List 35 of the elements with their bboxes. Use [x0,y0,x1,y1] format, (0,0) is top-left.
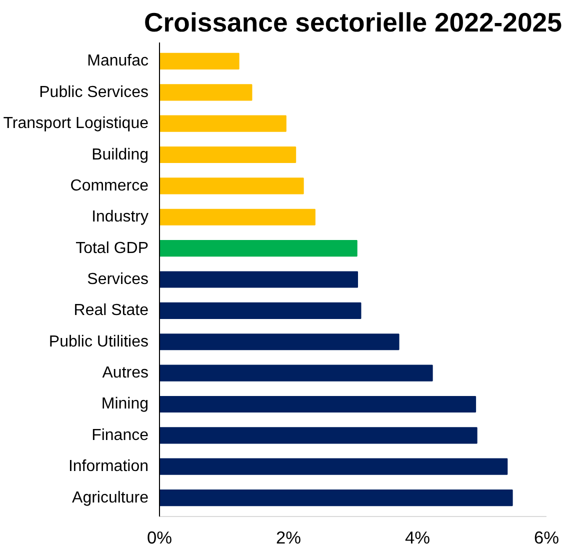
y-tick-label: Commerce [70,177,149,194]
bar [160,178,304,194]
y-tick-label: Public Services [39,84,148,101]
bar [160,84,252,101]
y-tick-label: Public Utilities [48,333,149,350]
bar [160,115,286,132]
y-tick-label: Industry [92,208,149,226]
bar [160,396,476,413]
y-tick-label: Autres [102,364,149,382]
bar [160,208,316,226]
x-tick-label: 4% [404,528,430,548]
bar [160,334,400,350]
y-tick-label: Total GDP [76,240,149,257]
y-tick-label: Information [68,458,149,476]
y-tick-label: Manufac [87,52,149,70]
bar [160,240,358,257]
bar [160,271,358,288]
y-tick-label: Building [92,146,149,164]
y-tick-label: Finance [92,426,149,444]
x-tick-label: 6% [534,528,560,548]
y-tick-label: Mining [101,396,149,413]
bar [160,52,240,70]
bar [160,146,296,164]
chart-title: Croissance sectorielle 2022-2025 [144,8,562,38]
x-tick-label: 0% [146,528,172,548]
y-tick-label: Agriculture [72,489,149,506]
bar [160,364,433,382]
y-tick-label: Real State [74,302,149,320]
y-tick-label: Services [87,271,149,288]
y-tick-label: Transport Logistique [3,115,149,132]
x-tick-label: 2% [276,528,302,548]
bar [160,458,508,475]
bar [160,302,362,319]
bar [160,489,513,506]
bar [160,427,478,444]
